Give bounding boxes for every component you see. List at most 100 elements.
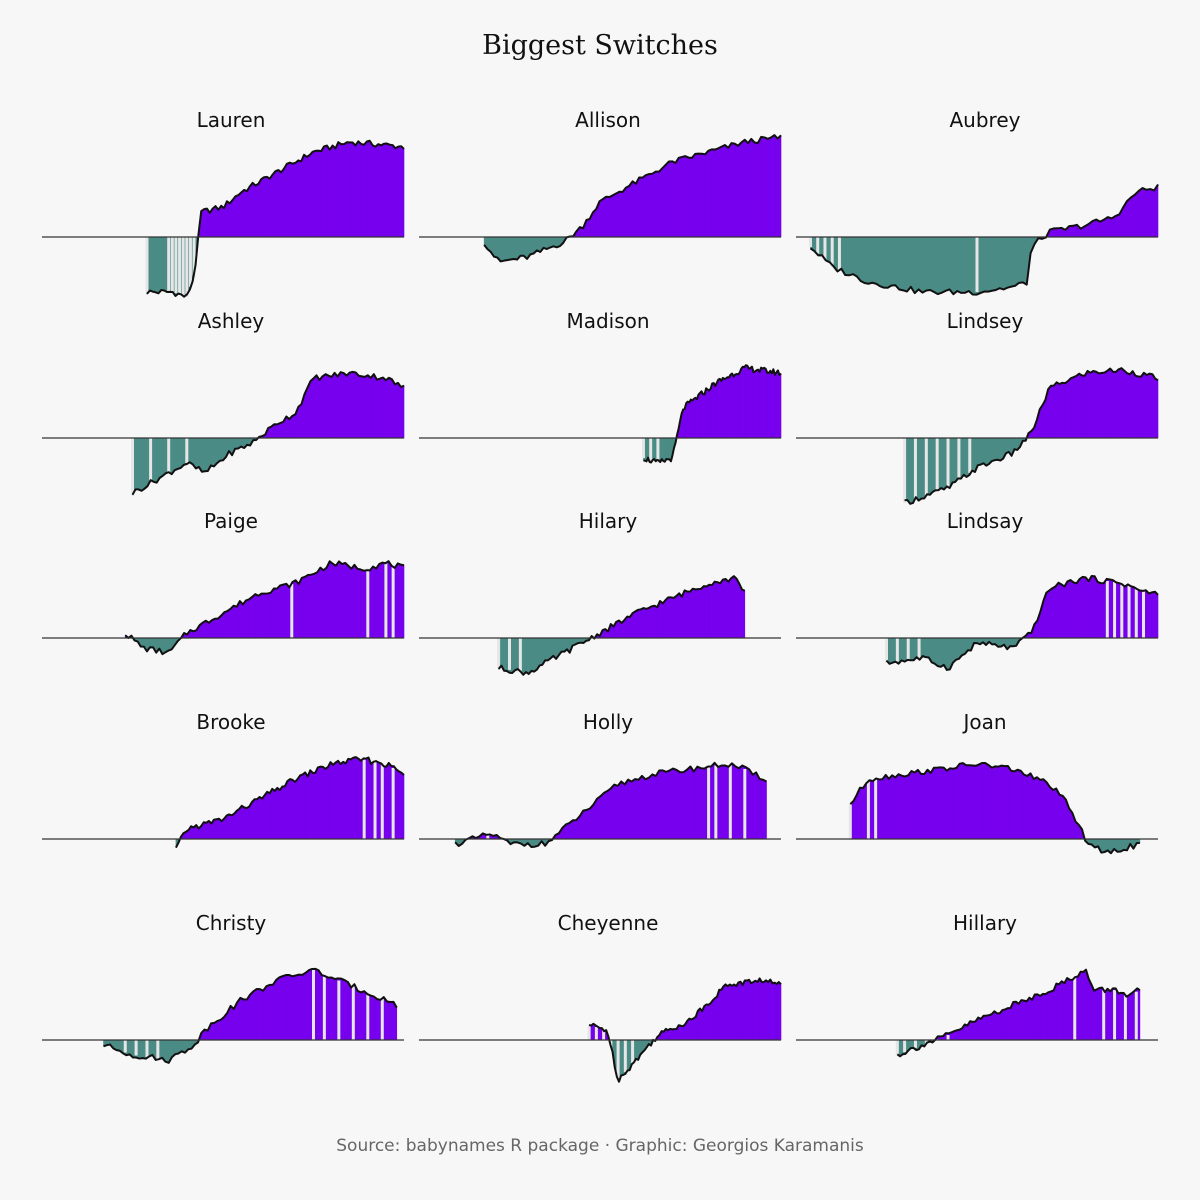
negative-area-segment (937, 637, 942, 668)
negative-area-segment (144, 437, 148, 490)
positive-area-segment (292, 162, 296, 238)
positive-area-segment (778, 981, 782, 1041)
negative-area-segment (994, 437, 998, 461)
negative-area-segment (918, 437, 922, 502)
missing-year-strip (946, 1035, 950, 1040)
positive-area-segment (603, 790, 608, 840)
positive-area-segment (943, 766, 948, 840)
positive-area-segment (347, 980, 352, 1041)
positive-area-segment (1053, 983, 1057, 1041)
positive-area-segment (364, 374, 369, 439)
negative-area-segment (925, 637, 930, 658)
panel-title: Joan (963, 710, 1007, 734)
positive-area-segment (703, 585, 707, 639)
positive-area-segment (266, 984, 270, 1041)
positive-area-segment (596, 795, 601, 840)
positive-area-segment (721, 765, 726, 840)
positive-area-segment (698, 588, 702, 639)
positive-area-segment (706, 1004, 709, 1041)
positive-area-segment (1081, 375, 1086, 439)
positive-area-segment (969, 764, 973, 840)
positive-area-segment (612, 193, 617, 238)
missing-year-strip (728, 765, 732, 839)
positive-area-segment (1104, 987, 1108, 1041)
positive-area-segment (276, 584, 281, 639)
positive-area-segment (770, 134, 775, 238)
positive-area-segment (383, 765, 387, 840)
positive-area-segment (329, 560, 334, 639)
positive-area-segment (229, 199, 233, 238)
positive-area-segment (662, 769, 667, 840)
area-chart (419, 575, 781, 676)
positive-area-segment (710, 999, 714, 1041)
negative-area-segment (148, 1039, 153, 1057)
negative-area-segment (997, 637, 1002, 648)
positive-area-segment (1107, 216, 1112, 238)
positive-area-segment (214, 618, 219, 639)
positive-area-segment (1088, 574, 1092, 639)
positive-area-segment (869, 779, 874, 840)
positive-area-segment (292, 975, 297, 1041)
area-chart (42, 139, 405, 298)
positive-area-segment (1083, 969, 1087, 1041)
missing-year-strip (830, 237, 834, 267)
positive-area-segment (358, 140, 362, 238)
positive-area-segment (1023, 1000, 1028, 1041)
positive-area-segment (667, 597, 672, 639)
negative-area-segment (949, 236, 954, 296)
positive-area-segment (736, 578, 740, 639)
positive-area-segment (693, 1016, 697, 1041)
positive-area-segment (1107, 367, 1111, 439)
positive-area-segment (779, 372, 782, 439)
panel-title: Christy (195, 911, 267, 935)
positive-area-segment (669, 1028, 673, 1041)
positive-area-segment (301, 972, 306, 1041)
positive-area-segment (1099, 987, 1103, 1041)
negative-area-segment (204, 437, 209, 472)
positive-area-segment (1134, 190, 1139, 238)
positive-area-segment (288, 974, 293, 1041)
positive-area-segment (270, 587, 275, 639)
negative-area-segment (159, 437, 163, 479)
positive-area-segment (370, 761, 374, 840)
positive-area-segment (325, 766, 329, 840)
positive-area-segment (761, 981, 765, 1041)
positive-area-segment (301, 576, 306, 639)
negative-area-segment (932, 437, 936, 493)
positive-area-segment (1076, 373, 1080, 439)
positive-area-segment (1077, 970, 1081, 1041)
panel-lindsay: Lindsay (796, 509, 1174, 709)
positive-area-segment (1070, 579, 1074, 639)
positive-area-segment (1047, 384, 1052, 439)
positive-area-segment (679, 771, 684, 840)
positive-area-segment (661, 164, 666, 238)
positive-area-segment (651, 605, 655, 639)
negative-area-segment (177, 437, 182, 470)
positive-area-segment (946, 767, 951, 840)
positive-area-segment (331, 976, 336, 1041)
positive-area-segment (263, 176, 268, 238)
positive-area-segment (1091, 575, 1095, 639)
missing-year-strip (145, 237, 149, 292)
missing-year-strip (895, 638, 899, 662)
positive-area-segment (385, 377, 390, 439)
missing-year-strip (391, 768, 395, 839)
positive-area-segment (280, 167, 285, 238)
positive-area-segment (717, 765, 722, 840)
missing-year-strip (1073, 976, 1077, 1040)
positive-area-segment (269, 173, 273, 238)
missing-year-strip (1113, 990, 1117, 1040)
missing-year-strip (587, 1025, 591, 1040)
positive-area-segment (277, 422, 281, 439)
missing-year-strip (366, 568, 370, 638)
missing-year-strip (181, 237, 185, 296)
positive-area-segment (1078, 373, 1083, 439)
positive-area-segment (964, 1024, 968, 1041)
negative-area-segment (895, 236, 900, 291)
positive-area-segment (917, 769, 922, 840)
positive-area-segment (220, 205, 225, 238)
positive-area-segment (1012, 1001, 1017, 1041)
negative-area-segment (533, 637, 538, 673)
positive-area-segment (933, 767, 938, 840)
positive-area-segment (372, 566, 377, 639)
